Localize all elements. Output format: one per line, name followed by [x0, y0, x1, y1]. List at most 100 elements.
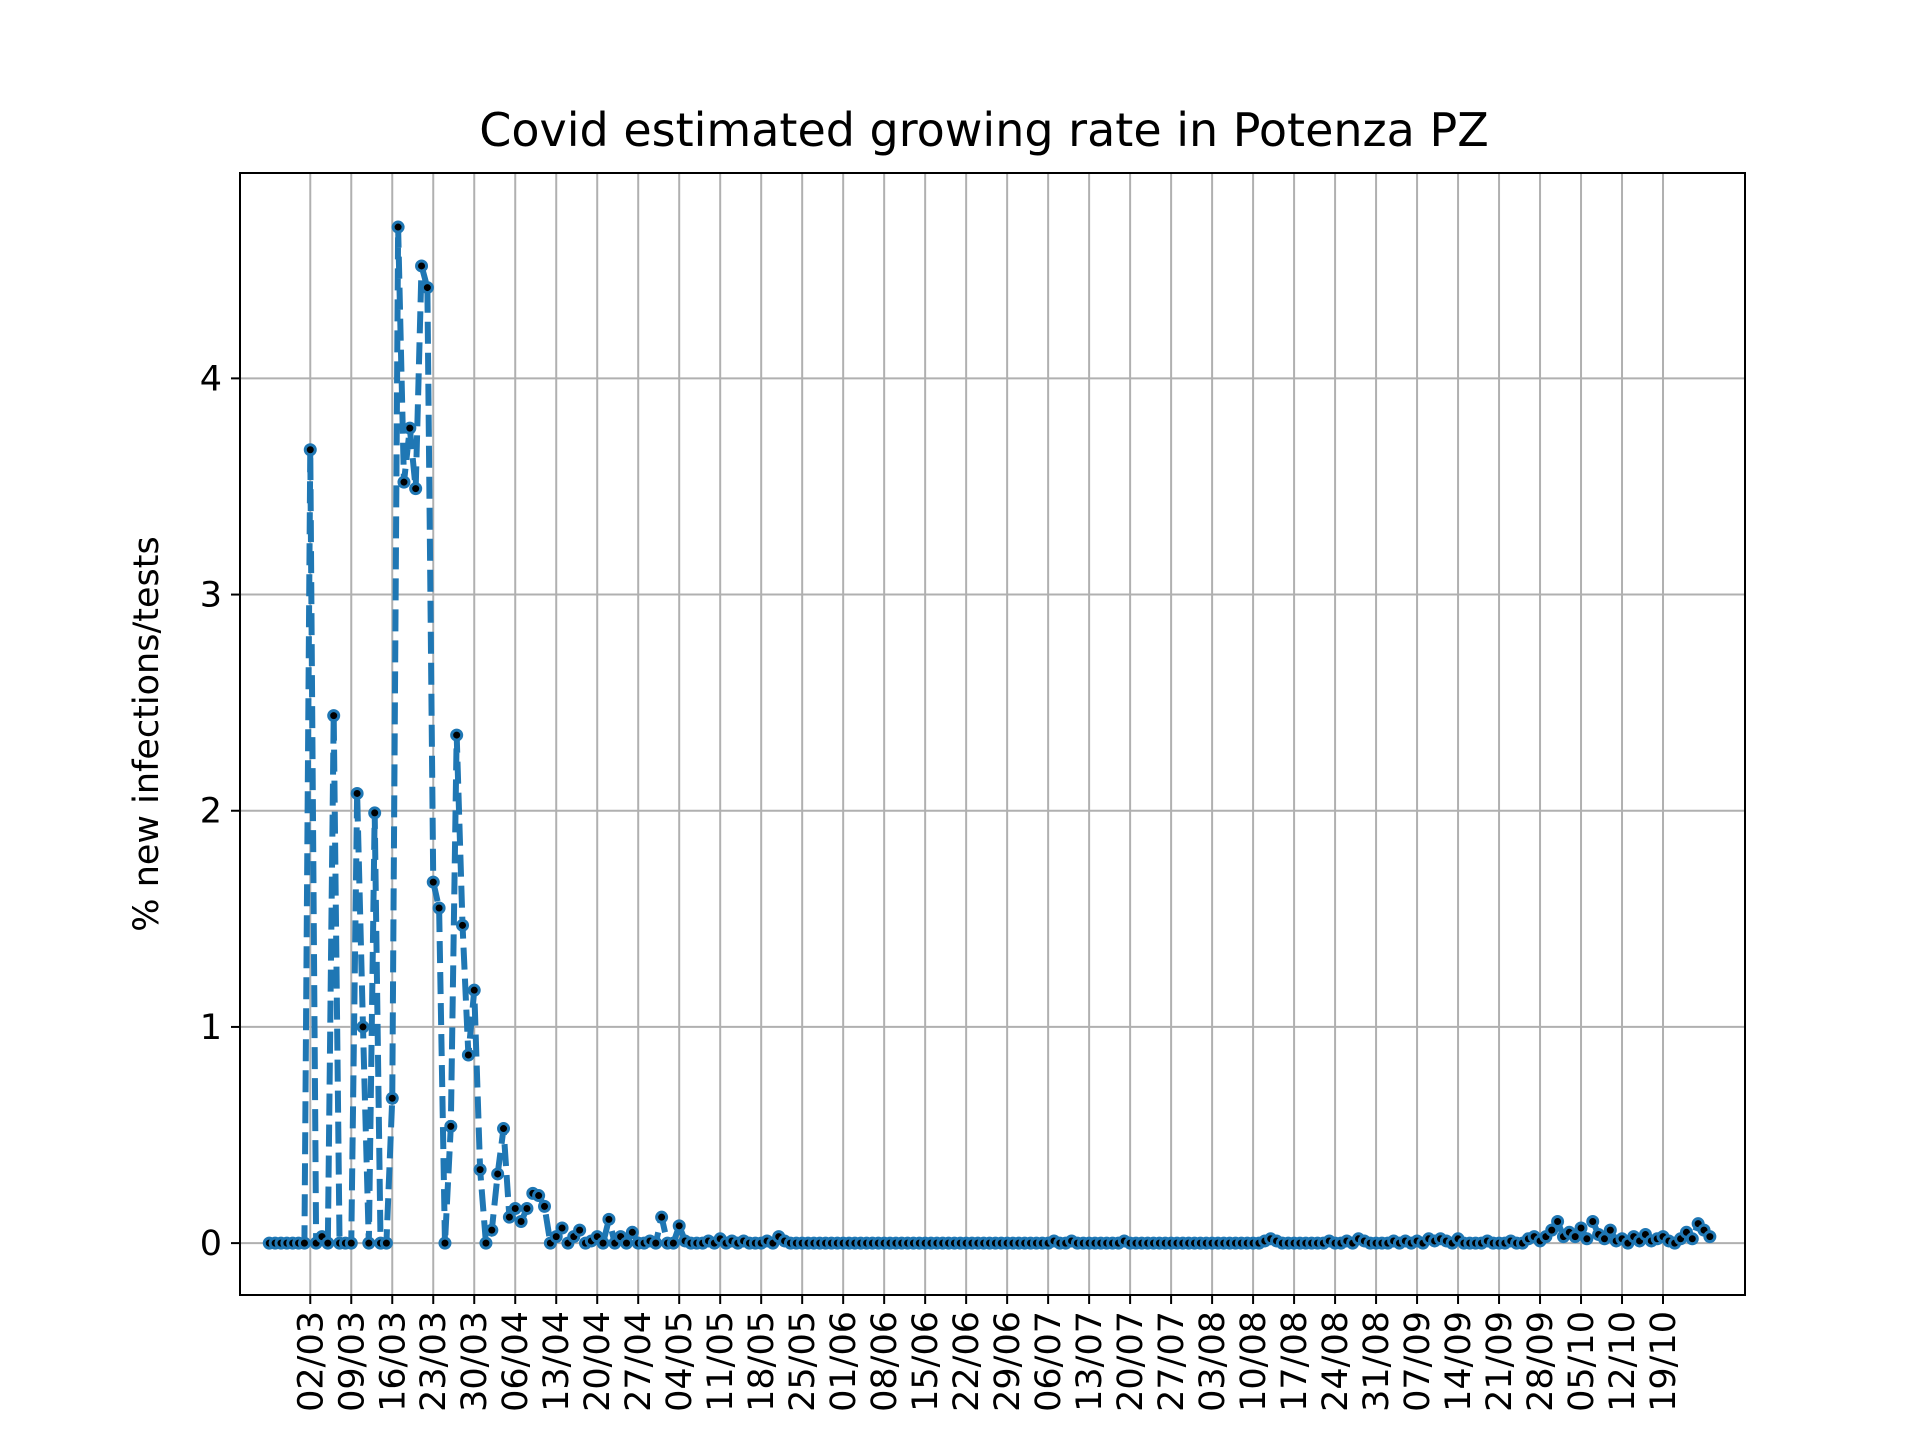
data-point — [1568, 1230, 1582, 1244]
x-tick-label: 29/06 — [988, 1311, 1028, 1412]
data-point — [379, 1236, 393, 1250]
data-point — [1603, 1223, 1617, 1237]
data-point — [432, 901, 446, 915]
x-tick-label: 08/06 — [865, 1311, 905, 1412]
data-point — [1586, 1215, 1600, 1228]
x-tick-label: 16/03 — [373, 1311, 413, 1412]
y-axis: 0 1 2 3 4 — [200, 359, 240, 1264]
data-point — [327, 709, 341, 723]
x-tick-label: 31/08 — [1357, 1311, 1397, 1412]
data-point — [1580, 1232, 1594, 1246]
data-point — [602, 1212, 616, 1226]
x-tick-label: 21/09 — [1480, 1311, 1520, 1412]
data-point — [1703, 1230, 1717, 1244]
y-tick-label: 3 — [200, 576, 222, 616]
data-point — [655, 1210, 669, 1224]
y-tick-label: 0 — [200, 1224, 222, 1264]
data-point — [1574, 1221, 1588, 1235]
x-tick-label: 18/05 — [742, 1311, 782, 1412]
data-point — [415, 259, 429, 273]
data-point — [344, 1236, 358, 1250]
x-tick-label: 04/05 — [660, 1311, 700, 1412]
data-point — [649, 1236, 663, 1250]
data-point — [497, 1122, 511, 1136]
x-tick-label: 06/07 — [1029, 1311, 1069, 1412]
x-tick-label: 17/08 — [1275, 1311, 1315, 1412]
data-point — [397, 475, 411, 489]
x-tick-label: 03/08 — [1193, 1311, 1233, 1412]
x-tick-label: 27/04 — [619, 1311, 659, 1412]
x-tick-label: 10/08 — [1234, 1311, 1274, 1412]
x-tick-label: 24/08 — [1316, 1311, 1356, 1412]
x-tick-label: 09/03 — [332, 1311, 372, 1412]
data-point — [356, 1020, 370, 1034]
x-tick-label: 13/07 — [1070, 1311, 1110, 1412]
x-tick-label: 22/06 — [947, 1311, 987, 1412]
data-point — [502, 1210, 516, 1224]
data-point — [461, 1048, 475, 1062]
data-point — [672, 1219, 686, 1233]
x-tick-label: 23/03 — [414, 1311, 454, 1412]
data-point — [303, 443, 317, 457]
x-tick-label: 02/03 — [291, 1311, 331, 1412]
data-point — [350, 786, 364, 800]
data-point — [514, 1215, 528, 1228]
data-point — [403, 421, 417, 435]
y-tick-label: 4 — [200, 359, 222, 399]
data-point — [555, 1221, 569, 1235]
data-point — [491, 1167, 505, 1181]
data-point — [467, 983, 481, 997]
data-point — [426, 875, 440, 889]
data-point — [362, 1236, 376, 1250]
data-point — [1551, 1215, 1565, 1228]
x-tick-label: 30/03 — [455, 1311, 495, 1412]
data-point — [1685, 1232, 1699, 1246]
x-tick-label: 28/09 — [1521, 1311, 1561, 1412]
data-point — [532, 1189, 546, 1203]
data-point — [479, 1236, 493, 1250]
x-tick-label: 14/09 — [1439, 1311, 1479, 1412]
x-tick-label: 06/04 — [496, 1311, 536, 1412]
data-point — [1545, 1223, 1559, 1237]
data-point — [385, 1091, 399, 1105]
data-point — [596, 1236, 610, 1250]
x-tick-label: 20/07 — [1111, 1311, 1151, 1412]
data-point — [625, 1225, 639, 1239]
x-tick-label: 11/05 — [701, 1311, 741, 1412]
grid — [240, 173, 1745, 1295]
data-point — [573, 1223, 587, 1237]
y-axis-label: % new infections/tests — [127, 536, 167, 931]
chart-title: Covid estimated growing rate in Potenza … — [479, 103, 1489, 157]
x-tick-label: 13/04 — [537, 1311, 577, 1412]
data-point — [450, 728, 464, 742]
x-tick-label: 12/10 — [1603, 1311, 1643, 1412]
y-tick-label: 1 — [200, 1008, 222, 1048]
series-line — [269, 224, 1713, 1247]
data-point — [409, 482, 423, 496]
plot-area-frame — [239, 172, 1746, 1296]
data-point — [391, 220, 405, 234]
x-tick-label: 15/06 — [906, 1311, 946, 1412]
data-point — [297, 1236, 311, 1250]
x-axis: 02/03 09/03 16/03 23/03 30/03 06/04 13/04 20/04… — [291, 1295, 1684, 1412]
data-point — [444, 1119, 458, 1133]
data-point — [520, 1202, 534, 1216]
x-tick-label: 20/04 — [578, 1311, 618, 1412]
data-point — [420, 281, 434, 295]
data-markers — [262, 220, 1717, 1250]
x-tick-label: 07/09 — [1398, 1311, 1438, 1412]
data-point — [438, 1236, 452, 1250]
x-tick-label: 05/10 — [1562, 1311, 1602, 1412]
data-point — [456, 918, 470, 932]
x-tick-label: 19/10 — [1644, 1311, 1684, 1412]
data-point — [473, 1163, 487, 1177]
data-point — [666, 1236, 680, 1250]
x-tick-label: 01/06 — [824, 1311, 864, 1412]
data-point — [368, 806, 382, 820]
data-point — [1597, 1232, 1611, 1246]
x-tick-label: 27/07 — [1152, 1311, 1192, 1412]
data-point — [508, 1202, 522, 1216]
y-tick-label: 2 — [200, 792, 222, 832]
data-point — [485, 1223, 499, 1237]
